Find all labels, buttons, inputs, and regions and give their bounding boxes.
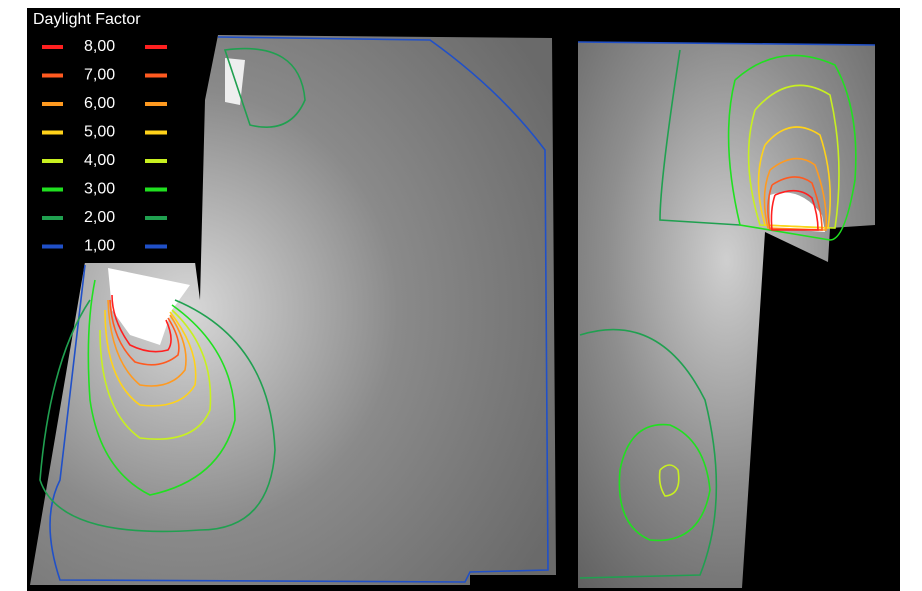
- legend-items: 8,00 7,00 6,00 5,00 4,00 3,00 2,00 1,00: [42, 38, 167, 255]
- legend-label: 1,00: [84, 238, 115, 255]
- legend-label: 7,00: [84, 67, 115, 84]
- left-room: [30, 35, 556, 585]
- legend-title: Daylight Factor: [33, 11, 141, 28]
- legend-label: 4,00: [84, 152, 115, 169]
- right-room: [577, 41, 876, 588]
- legend-label: 6,00: [84, 95, 115, 112]
- legend: Daylight Factor 8,00 7,00 6,00 5,00 4,00 3,00…: [27, 8, 199, 263]
- legend-box: [27, 8, 199, 263]
- legend-label: 2,00: [84, 209, 115, 226]
- legend-label: 3,00: [84, 181, 115, 198]
- legend-label: 8,00: [84, 38, 115, 55]
- legend-label: 5,00: [84, 124, 115, 141]
